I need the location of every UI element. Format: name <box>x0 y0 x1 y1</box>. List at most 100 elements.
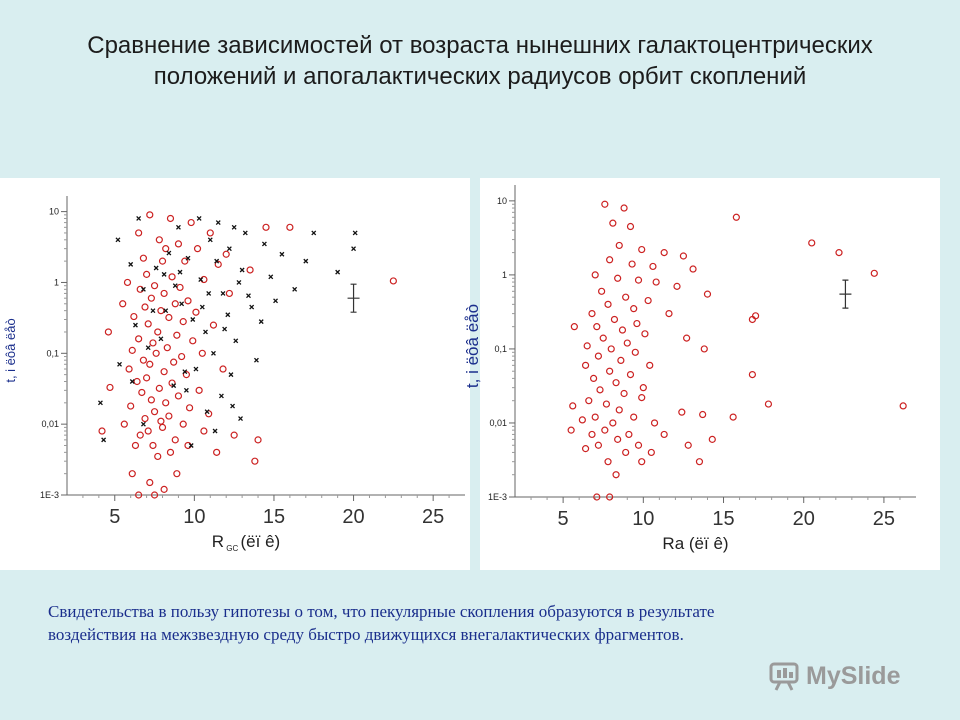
chart-2-red-circle-point <box>699 410 707 419</box>
chart-1-red-circle-point <box>166 214 175 223</box>
chart-2-red-circle-point <box>626 371 635 379</box>
chart-2-red-circle-point <box>650 419 659 427</box>
chart-1-red-circle-point <box>173 331 181 339</box>
chart-1-black-cross-point <box>215 220 221 226</box>
chart-1-red-circle-point <box>181 257 189 265</box>
chart-1-black-cross-point <box>220 290 226 296</box>
chart-2-red-circle-point <box>615 406 623 414</box>
chart-1-black-cross-point <box>204 409 210 415</box>
chart-1-black-cross-point <box>211 350 216 356</box>
watermark: MySlide <box>768 656 900 696</box>
chart-2-red-circle-point <box>615 241 623 250</box>
chart-2-red-circle-point <box>612 379 620 387</box>
chart-1-red-circle-point <box>136 431 144 439</box>
chart-2-red-circle-point <box>708 435 716 443</box>
chart-1-black-cross-point <box>222 326 228 332</box>
chart-1-x-axis-label-subscript: GC <box>224 544 240 553</box>
chart-1-black-cross-point <box>303 258 309 264</box>
chart-1-red-circle-point <box>246 266 254 274</box>
chart-1-red-circle-point <box>155 236 163 244</box>
chart-2-x-tick-label: 20 <box>793 508 815 530</box>
chart-2-red-circle-point <box>732 213 740 221</box>
chart-2-red-circle-point <box>660 430 668 439</box>
chart-1-black-cross-point <box>183 387 189 393</box>
chart-2-red-circle-point <box>593 493 601 501</box>
chart-1-x-tick-label: 25 <box>422 506 444 528</box>
chart-2-red-circle-point <box>601 200 609 208</box>
chart-2-red-circle-point <box>607 345 615 353</box>
chart-2-red-circle-point <box>673 282 681 290</box>
chart-1-black-cross-point <box>218 393 224 399</box>
chart-1-red-circle-point <box>179 318 187 326</box>
chart-1-red-circle-point <box>157 307 165 315</box>
chart-2-red-circle-point <box>646 361 654 369</box>
chart-2-red-circle-point <box>764 400 773 408</box>
chart-1-red-circle-point <box>165 313 173 322</box>
chart-1-black-cross-point <box>132 322 138 328</box>
chart-1-y-tick-label: 0,1 <box>46 348 59 358</box>
chart-1-black-cross-point <box>175 224 181 230</box>
chart-1-black-cross-point <box>351 246 357 252</box>
chart-1-x-tick-label: 10 <box>183 506 205 528</box>
chart-1-black-cross-point <box>207 237 213 243</box>
chart-1-black-cross-point <box>101 437 107 443</box>
chart-2-red-circle-point <box>598 287 606 295</box>
chart-2-red-circle-point <box>835 249 843 257</box>
chart-2-red-circle-point <box>633 319 641 328</box>
chart-1-red-circle-point <box>251 457 259 465</box>
chart-1-red-circle-point <box>178 352 186 361</box>
chart-2-red-circle-point <box>588 430 596 439</box>
chart-1-black-cross-point <box>226 246 232 252</box>
chart-2-red-circle-point <box>601 426 609 434</box>
chart-1-red-circle-point <box>160 289 168 298</box>
chart-2-red-circle-point <box>641 330 649 338</box>
chart-1-black-cross-point <box>198 277 204 282</box>
chart-1-black-cross-point <box>140 286 146 292</box>
chart-1-black-cross-point <box>199 304 205 310</box>
chart-1-red-circle-point <box>120 420 128 428</box>
chart-2-x-axis-label: Ra (ëï ê) <box>662 534 728 553</box>
chart-2-red-circle-point <box>638 394 646 402</box>
chart-1-red-circle-point <box>184 297 192 305</box>
chart-1-black-cross-point <box>128 261 134 267</box>
chart-2-x-tick-label: 25 <box>873 508 895 530</box>
chart-1-red-circle-point <box>146 211 154 219</box>
chart-2-red-circle-point <box>647 448 655 457</box>
chart-1-black-cross-point <box>214 258 220 264</box>
chart-2-red-circle-point <box>593 323 601 331</box>
chart-1-red-circle-point <box>123 278 132 287</box>
title-line-2: положений и апогалактических радиусов ор… <box>153 63 807 90</box>
chart-1-red-circle-point <box>143 270 151 278</box>
chart-2-red-circle-point <box>748 315 756 324</box>
chart-1-black-cross-point <box>179 301 185 307</box>
chart-1-red-circle-point <box>146 478 154 487</box>
chart-1-black-cross-point <box>166 250 172 256</box>
chart-2-red-circle-point <box>678 408 686 416</box>
chart-1-black-cross-point <box>279 251 285 257</box>
chart-1-black-cross-point <box>230 403 236 409</box>
chart-1-black-cross-point <box>129 379 135 384</box>
chart-1-black-cross-point <box>212 428 218 434</box>
chart-2-y-tick-label: 0,01 <box>489 418 507 428</box>
chart-2-red-circle-point <box>578 416 586 424</box>
chart-2-red-circle-point <box>606 493 614 501</box>
chart-1-red-circle-point <box>135 335 143 343</box>
chart-2-red-circle-point <box>618 326 627 334</box>
chart-1-red-circle-point <box>170 358 178 366</box>
chart-1-red-circle-point <box>192 308 200 316</box>
chart-1-red-circle-point <box>184 441 192 450</box>
chart-2-red-circle-point <box>591 271 599 279</box>
chart-2-x-tick-label: 5 <box>558 508 569 530</box>
chart-2-red-circle-point <box>614 435 622 443</box>
chart-1-red-circle-point <box>150 408 159 416</box>
chart-1-red-circle-point <box>144 427 152 435</box>
chart-1-red-circle-point <box>168 273 176 281</box>
chart-2-red-circle-point <box>589 374 598 382</box>
chart-1-black-cross-point <box>196 216 202 221</box>
chart-1-red-circle-point <box>171 300 179 308</box>
chart-1-black-cross-point <box>238 416 243 422</box>
chart-2-red-circle-point <box>583 342 591 350</box>
chart-1-red-circle-point <box>176 283 184 292</box>
chart-2-x-tick-label: 10 <box>632 508 654 530</box>
chart-1-black-cross-point <box>233 338 239 344</box>
